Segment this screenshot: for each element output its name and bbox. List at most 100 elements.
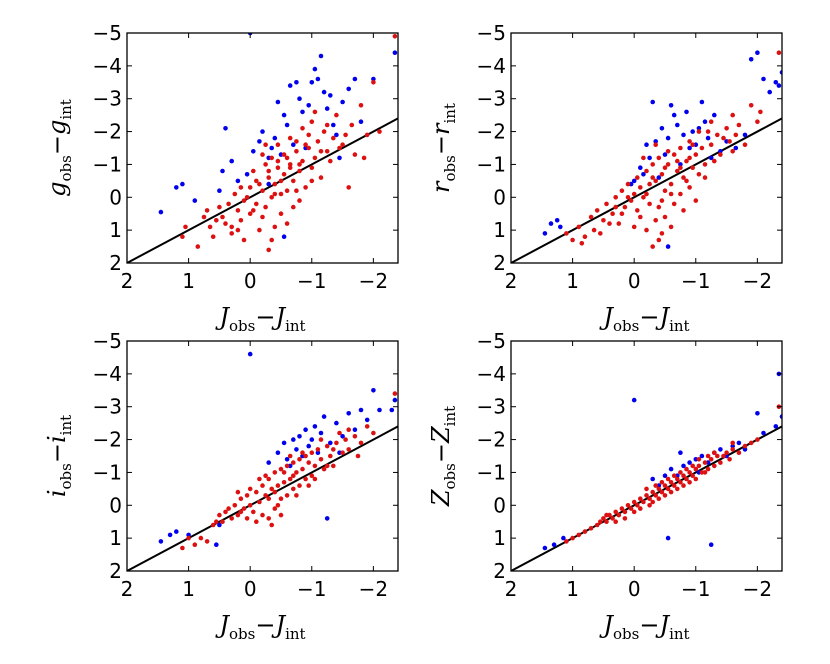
data-point-sample <box>610 516 615 521</box>
axis-label-sub1: obs <box>613 625 639 643</box>
data-point-sample <box>696 172 702 177</box>
data-point-sample <box>730 440 735 446</box>
data-point-sample <box>594 522 600 528</box>
plot-frame <box>126 32 399 264</box>
data-point-sample <box>253 489 259 495</box>
data-point-sample <box>291 178 296 184</box>
y-tick-label: −4 <box>477 54 506 78</box>
data-point-sample <box>247 185 253 190</box>
axis-label-main2: r <box>427 122 455 135</box>
data-point-sample <box>281 172 287 177</box>
data-point-sample <box>294 149 299 154</box>
axis-label-main: i <box>43 489 71 497</box>
data-point-outliers <box>773 80 779 85</box>
y-tick-label: 0 <box>493 493 506 517</box>
data-point-sample <box>604 201 609 207</box>
data-point-sample <box>644 493 649 498</box>
y-axis-label: gobs−gint <box>43 99 75 197</box>
data-point-sample <box>681 483 686 488</box>
data-point-sample <box>334 112 339 118</box>
data-point-sample <box>251 208 256 213</box>
data-point-sample <box>247 211 253 216</box>
data-point-sample <box>284 463 290 469</box>
data-point-sample <box>641 499 646 505</box>
data-point-sample <box>321 466 327 472</box>
data-point-sample <box>287 476 293 482</box>
data-point-sample <box>297 483 302 488</box>
data-point-sample <box>238 509 244 515</box>
data-point-outliers <box>742 132 748 138</box>
data-point-sample <box>281 470 287 475</box>
data-point-sample <box>668 224 674 230</box>
data-point-sample <box>312 109 318 115</box>
plot-area <box>127 33 398 263</box>
data-point-sample <box>349 122 355 128</box>
data-point-sample <box>253 178 259 184</box>
data-point-outliers <box>377 407 382 413</box>
x-axis-label: Jobs−Jint <box>214 611 305 643</box>
data-point-sample <box>601 218 606 223</box>
data-point-sample <box>588 526 594 531</box>
data-point-sample <box>702 175 708 180</box>
data-point-sample <box>232 503 238 508</box>
data-point-sample <box>696 463 702 469</box>
data-point-outliers <box>671 112 677 118</box>
data-point-sample <box>266 168 272 174</box>
data-point-sample <box>730 112 735 118</box>
data-point-sample <box>269 486 275 492</box>
data-point-outliers <box>294 447 299 452</box>
axis-label-op: − <box>43 443 71 463</box>
data-point-outliers <box>675 122 680 128</box>
data-point-sample <box>312 476 318 482</box>
plot-frame <box>510 32 783 264</box>
axis-label-op: − <box>639 611 659 639</box>
data-point-outliers <box>158 539 164 544</box>
data-point-outliers <box>665 535 671 541</box>
data-point-sample <box>266 175 272 180</box>
data-point-outliers <box>638 165 643 170</box>
data-point-sample <box>591 227 597 233</box>
x-axis-label: Jobs−Jint <box>598 611 689 643</box>
data-point-sample <box>693 476 699 482</box>
data-point-outliers <box>306 443 312 449</box>
data-point-outliers <box>269 145 275 151</box>
data-point-sample <box>281 152 287 157</box>
data-point-sample <box>324 463 330 469</box>
data-point-outliers <box>340 99 345 105</box>
data-point-sample <box>644 168 649 174</box>
data-point-sample <box>684 476 689 482</box>
axis-label-sub1: obs <box>229 317 255 335</box>
data-point-sample <box>337 430 342 436</box>
data-point-sample <box>705 453 711 459</box>
data-point-sample <box>690 463 695 469</box>
data-point-sample <box>318 149 324 154</box>
data-point-sample <box>702 460 708 465</box>
data-point-sample <box>696 457 702 462</box>
data-point-sample <box>251 168 256 174</box>
data-point-sample <box>235 208 241 213</box>
data-point-outliers <box>773 424 779 429</box>
data-point-outliers <box>761 430 766 436</box>
data-point-sample <box>324 122 330 128</box>
data-point-outliers <box>291 437 296 442</box>
y-tick-label: −2 <box>93 428 122 452</box>
data-point-sample <box>675 476 680 482</box>
reference-line <box>511 425 782 571</box>
x-tick-label: −2 <box>743 269 772 293</box>
data-point-outliers <box>297 434 302 439</box>
data-point-sample <box>324 443 330 449</box>
data-point-sample <box>678 165 683 170</box>
data-point-sample <box>681 175 686 180</box>
data-point-sample <box>647 496 652 502</box>
y-tick-label: 0 <box>109 493 122 517</box>
axis-label-sub2: int <box>441 406 459 427</box>
data-point-sample <box>251 509 256 515</box>
data-point-outliers <box>551 542 557 547</box>
data-point-sample <box>275 503 281 508</box>
data-point-sample <box>284 188 290 193</box>
data-point-sample <box>647 503 652 508</box>
data-point-sample <box>343 132 348 138</box>
axis-label-op: − <box>255 303 275 331</box>
data-point-sample <box>570 535 575 541</box>
